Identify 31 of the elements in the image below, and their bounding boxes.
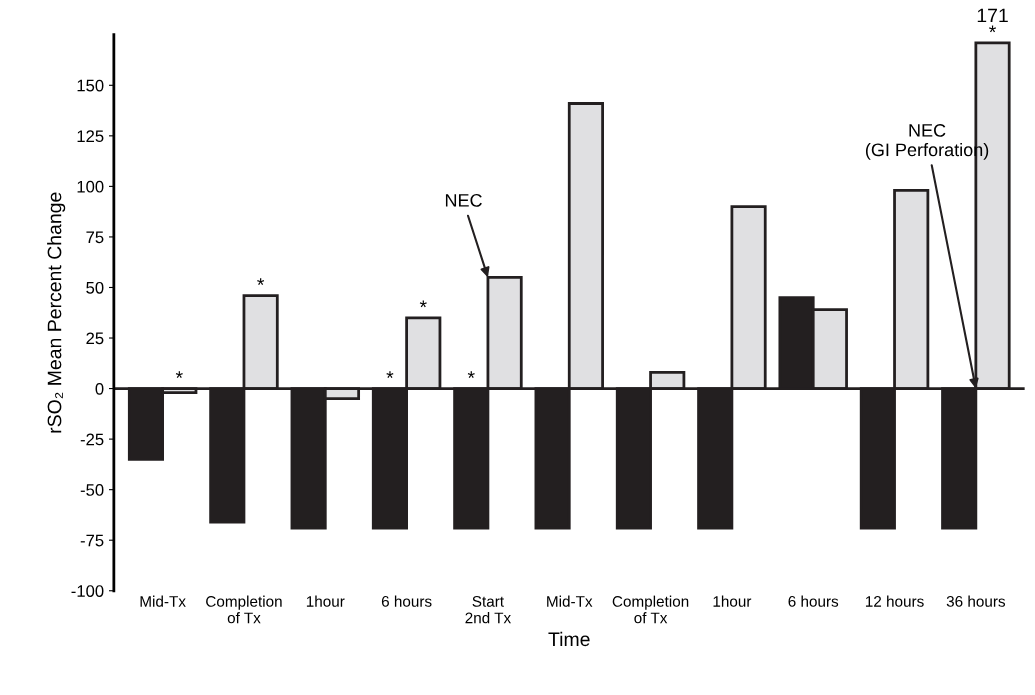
data-label: * [175,371,183,378]
x-axis-title: Time [548,631,590,647]
x-tick-label: 6 hours [788,595,839,607]
x-tick-label: Completion of Tx [206,595,282,624]
data-label: * [419,300,427,308]
y-tick-label: -50 [80,484,104,496]
x-tick-label: Mid-Tx [547,595,593,607]
x-tick-label: 1hour [306,595,345,607]
y-tick-label: 25 [86,332,104,345]
y-tick-label: -75 [80,534,104,547]
x-tick-label: 1hour [713,595,752,607]
x-tick-label: 12 hours [865,595,924,607]
y-axis-title: rSO₂ Mean Percent Change [47,192,66,433]
x-tick-label: 36 hours [946,595,1006,607]
y-tick-label: 75 [86,231,104,244]
data-label: * [467,371,475,378]
x-tick-label: Completion of Tx [612,595,689,624]
x-tick-label: Mid-Tx [140,595,186,607]
data-label: 171 * [977,8,1008,33]
x-tick-label: Start 2nd Tx [465,596,511,624]
y-tick-label: -100 [71,585,104,597]
y-tick-label: -25 [80,433,104,446]
x-tick-label: 6 hours [381,595,432,607]
data-label: * [257,278,265,285]
y-tick-label: 125 [77,130,104,143]
annotation: NEC [445,194,482,207]
data-label: * [386,371,394,378]
y-tick-label: 50 [86,281,104,294]
y-tick-label: 0 [95,382,104,395]
y-tick-label: 150 [77,79,104,92]
y-tick-label: 100 [77,180,104,193]
